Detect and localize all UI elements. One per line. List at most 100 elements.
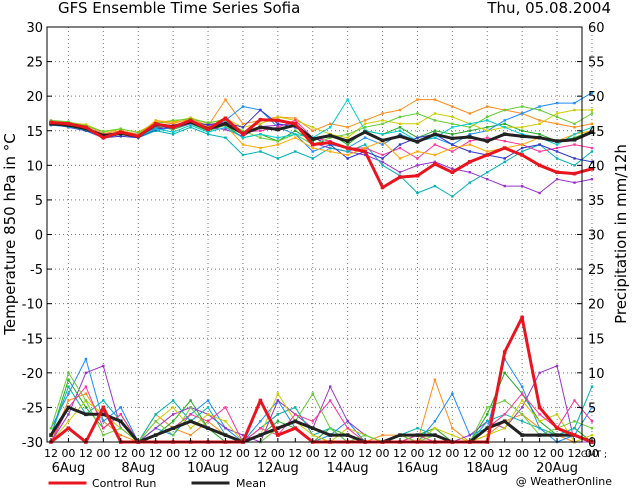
x-hour-label: 12 [393, 447, 407, 460]
temperature-data-point [346, 98, 349, 101]
left-axis-label: Temperature 850 hPa in °C [1, 133, 19, 335]
temperature-data-point [119, 135, 122, 138]
temperature-data-point [573, 136, 576, 139]
temperature-data-point [468, 133, 471, 136]
x-hour-label: 12 [533, 447, 547, 460]
temperature-data-point [503, 139, 506, 143]
temperature-data-point [258, 117, 263, 122]
x-date-label: 6Aug [52, 461, 86, 476]
temperature-data-point [451, 150, 454, 153]
precipitation-data-point [84, 399, 88, 402]
precipitation-data-point [276, 392, 280, 395]
temperature-data-point [451, 115, 454, 119]
precipitation-data-point [486, 413, 489, 416]
temperature-data-point [363, 143, 367, 146]
temperature-data-point [294, 133, 297, 136]
temperature-data-point [189, 116, 192, 119]
precipitation-data-point [538, 420, 541, 423]
precipitation-data-point [67, 378, 70, 381]
precipitation-data-point [102, 364, 105, 368]
temperature-data-point [224, 119, 227, 122]
precipitation-data-point [189, 413, 192, 416]
precipitation-data-point [485, 426, 490, 430]
temperature-data-point [346, 126, 349, 129]
precipitation-data-point [66, 426, 71, 430]
x-hour-label: 12 [79, 447, 93, 460]
temperature-data-point [486, 129, 489, 132]
precipitation-data-point [259, 426, 262, 430]
temperature-data-point [363, 153, 367, 157]
temperature-data-point [486, 126, 489, 129]
x-hour-label: 12 [184, 447, 198, 460]
temperature-data-point [259, 150, 262, 153]
temperature-data-point [363, 126, 367, 129]
temperature-data-point [415, 140, 420, 144]
precipitation-data-point [503, 413, 506, 416]
legend: Control Run Mean [48, 477, 266, 489]
temperature-data-point [276, 115, 280, 119]
precipitation-data-point [329, 399, 332, 402]
x-hour-label: 00 [515, 447, 529, 460]
temperature-data-point [573, 143, 576, 146]
temperature-data-point [468, 171, 471, 174]
left-tick-label: -30 [22, 436, 43, 451]
precipitation-data-point [573, 426, 576, 430]
temperature-data-point [486, 119, 489, 122]
left-tick-label: -5 [30, 263, 43, 278]
temperature-data-point [468, 160, 472, 164]
precipitation-data-point [311, 420, 314, 423]
x-date-label: 20Aug [536, 461, 578, 476]
right-tick-label: 35 [588, 194, 605, 209]
precipitation-data-point [102, 433, 105, 437]
precipitation-data-point [468, 433, 471, 437]
temperature-data-point [398, 115, 402, 119]
legend-label: Control Run [92, 477, 156, 489]
temperature-data-point [468, 122, 471, 126]
temperature-data-point [171, 121, 175, 124]
precipitation-data-point [84, 392, 88, 395]
precipitation-data-point [590, 385, 594, 388]
temperature-data-point [224, 126, 227, 129]
x-hour-label: 00 [166, 447, 180, 460]
precipitation-data-point [153, 433, 158, 437]
temperature-data-point [381, 143, 384, 146]
right-tick-label: 25 [588, 263, 605, 278]
precipitation-data-point [119, 406, 122, 409]
left-tick-label: 10 [26, 159, 43, 174]
temperature-data-point [538, 150, 541, 153]
precipitation-data-point [206, 413, 210, 416]
precipitation-data-point [590, 406, 594, 409]
x-hour-label: 00 [201, 447, 215, 460]
temperature-data-point [416, 98, 419, 101]
temperature-data-point [537, 163, 542, 168]
precipitation-data-point [223, 433, 228, 437]
temperature-data-point [171, 130, 175, 134]
precipitation-data-point [119, 426, 122, 430]
temperature-data-point [451, 143, 454, 146]
x-hour-label: 12 [253, 447, 267, 460]
precipitation-data-point [171, 433, 175, 437]
legend-marker [83, 481, 87, 485]
precipitation-data-point [119, 413, 122, 416]
temperature-data-point [329, 136, 332, 139]
precipitation-data-point [224, 426, 227, 430]
precipitation-data-point [346, 420, 349, 423]
temperature-data-point [381, 133, 384, 136]
temperature-data-point [398, 134, 402, 139]
temperature-data-point [241, 135, 245, 138]
temperature-data-point [241, 129, 245, 132]
x-hour-label: 00 [445, 447, 459, 460]
temperature-data-point [398, 129, 402, 132]
precipitation-data-point [537, 405, 542, 410]
temperature-data-point [363, 146, 367, 150]
temperature-series-group [49, 91, 594, 198]
temperature-data-point [520, 143, 524, 146]
temperature-data-point [573, 122, 576, 126]
precipitation-data-point [101, 412, 106, 417]
temperature-data-point [189, 124, 192, 127]
precipitation-data-point [294, 406, 297, 409]
precipitation-data-point [502, 419, 507, 424]
temperature-data-point [329, 150, 332, 153]
temperature-data-point [363, 119, 367, 122]
precipitation-data-point [451, 392, 454, 395]
